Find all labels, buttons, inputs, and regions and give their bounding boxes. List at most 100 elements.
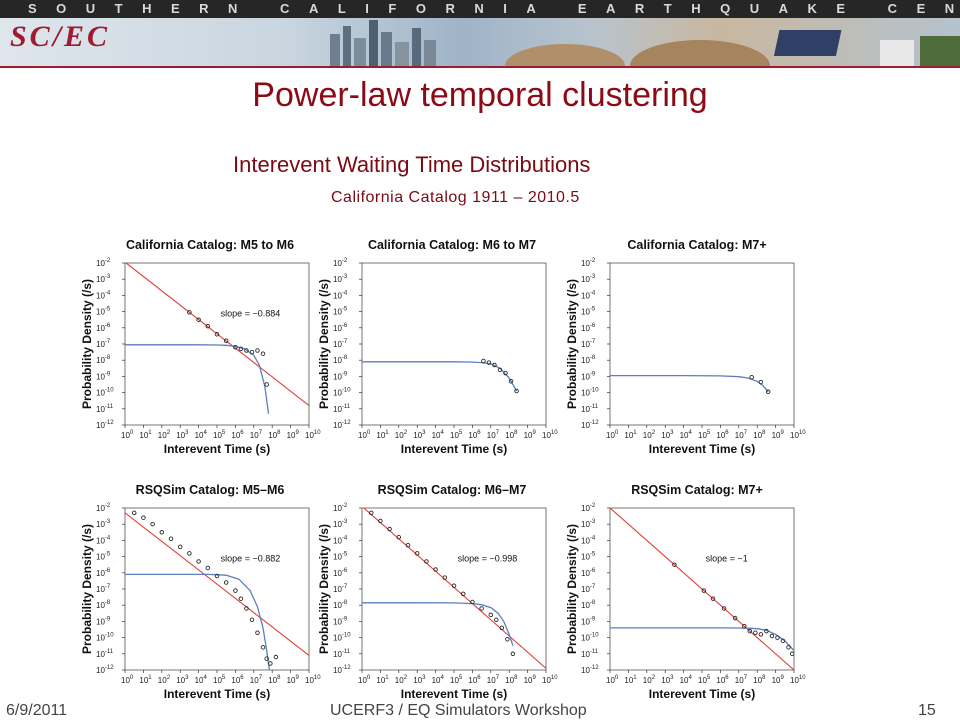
data-point (159, 530, 165, 535)
data-point (505, 636, 510, 642)
data-point (405, 543, 411, 548)
x-tick-label: 107 (487, 675, 500, 685)
data-point (368, 510, 374, 516)
x-tick-label: 102 (158, 430, 171, 440)
y-tick-label: 10-3 (581, 274, 596, 284)
x-tick-label: 101 (624, 675, 637, 685)
x-tick-label: 103 (176, 675, 189, 685)
x-tick-label: 107 (250, 675, 263, 685)
x-tick-label: 109 (772, 675, 785, 685)
x-tick-label: 1010 (542, 675, 558, 685)
banner-rule (0, 66, 960, 68)
data-point (514, 388, 519, 394)
data-point (223, 338, 229, 344)
y-tick-label: 10-7 (581, 339, 596, 349)
x-tick-label: 105 (213, 430, 226, 440)
footer-date: 6/9/2011 (6, 702, 68, 719)
x-tick-label: 105 (698, 430, 711, 440)
y-tick-label: 10-2 (96, 503, 111, 513)
data-point (780, 638, 786, 644)
x-axis-label: Interevent Time (s) (649, 442, 755, 456)
y-tick-label: 10-5 (333, 552, 348, 562)
x-tick-label: 108 (268, 675, 281, 685)
data-point (396, 534, 402, 540)
y-tick-label: 10-5 (581, 552, 596, 562)
x-tick-label: 100 (358, 430, 371, 440)
data-point (488, 612, 494, 618)
y-tick-label: 10-2 (333, 258, 348, 268)
slide-subtitle: Interevent Waiting Time Distributions (233, 152, 591, 177)
data-point (150, 521, 155, 527)
x-tick-label: 102 (643, 430, 656, 440)
plot-area (610, 374, 771, 395)
data-point (214, 332, 220, 337)
banner-scene (330, 20, 960, 66)
x-axis-label: Interevent Time (s) (164, 687, 270, 701)
data-point (238, 346, 244, 352)
data-point (470, 599, 475, 605)
y-tick-label: 10-2 (333, 503, 348, 513)
data-point (749, 374, 754, 380)
data-point (249, 349, 255, 355)
data-point (214, 573, 220, 579)
y-tick-label: 10-11 (333, 649, 351, 659)
x-tick-label: 1010 (305, 675, 321, 685)
data-point (387, 526, 392, 532)
data-point (205, 323, 211, 329)
data-point (268, 661, 273, 666)
y-axis-label: Probability Density (/s) (317, 279, 331, 409)
y-tick-label: 10-3 (333, 274, 348, 284)
data-point (764, 628, 769, 634)
x-axis-label: Interevent Time (s) (649, 687, 755, 701)
scec-logo: SC/EC (10, 20, 111, 53)
power-law-fit-line (610, 508, 794, 670)
x-tick-label: 107 (487, 430, 500, 440)
x-tick-label: 102 (395, 675, 408, 685)
x-tick-label: 109 (524, 675, 537, 685)
data-point (205, 565, 211, 571)
data-point (223, 580, 229, 585)
gamma-fit-curve (610, 627, 794, 652)
data-point (378, 518, 383, 524)
plot-area (610, 508, 794, 670)
data-point (168, 536, 174, 542)
plot-area (125, 510, 309, 670)
y-tick-label: 10-8 (333, 600, 348, 610)
x-tick-label: 107 (250, 430, 263, 440)
y-tick-label: 10-10 (96, 633, 114, 643)
banner-photo (0, 18, 960, 66)
y-tick-label: 10-8 (581, 355, 596, 365)
data-point (244, 606, 249, 611)
y-tick-label: 10-11 (581, 649, 599, 659)
y-axis-label: Probability Density (/s) (80, 279, 94, 409)
x-tick-label: 108 (505, 675, 518, 685)
data-point (414, 551, 420, 556)
data-point (131, 510, 137, 516)
data-point (255, 630, 260, 635)
data-point (264, 382, 269, 387)
x-tick-label: 109 (287, 675, 300, 685)
y-tick-label: 10-9 (333, 371, 348, 381)
y-tick-label: 10-7 (96, 339, 111, 349)
x-tick-label: 106 (716, 430, 729, 440)
x-axis-label: Interevent Time (s) (164, 442, 270, 456)
data-point (255, 348, 260, 353)
y-tick-label: 10-12 (96, 420, 114, 430)
slope-annotation: slope = −1 (706, 553, 748, 563)
power-law-fit-line (125, 263, 309, 406)
power-law-fit-line (125, 512, 309, 656)
banner-strip: SOUTHERN CALIFORNIA EARTHQUAKE CENTER (0, 0, 960, 18)
data-point (494, 617, 499, 623)
y-tick-label: 10-10 (581, 633, 599, 643)
x-tick-label: 108 (753, 675, 766, 685)
data-point (786, 645, 791, 650)
x-tick-label: 100 (606, 430, 619, 440)
slide-title: Power-law temporal clustering (252, 76, 708, 114)
data-point (260, 645, 266, 650)
x-tick-label: 101 (376, 430, 389, 440)
y-axis-label: Probability Density (/s) (80, 524, 94, 654)
slope-annotation: slope = −0.882 (221, 553, 281, 563)
y-tick-label: 10-6 (581, 568, 596, 578)
y-tick-label: 10-8 (96, 600, 111, 610)
chart-panel-2: California Catalog: M6 to M7 100 101 102 103… (317, 238, 558, 456)
